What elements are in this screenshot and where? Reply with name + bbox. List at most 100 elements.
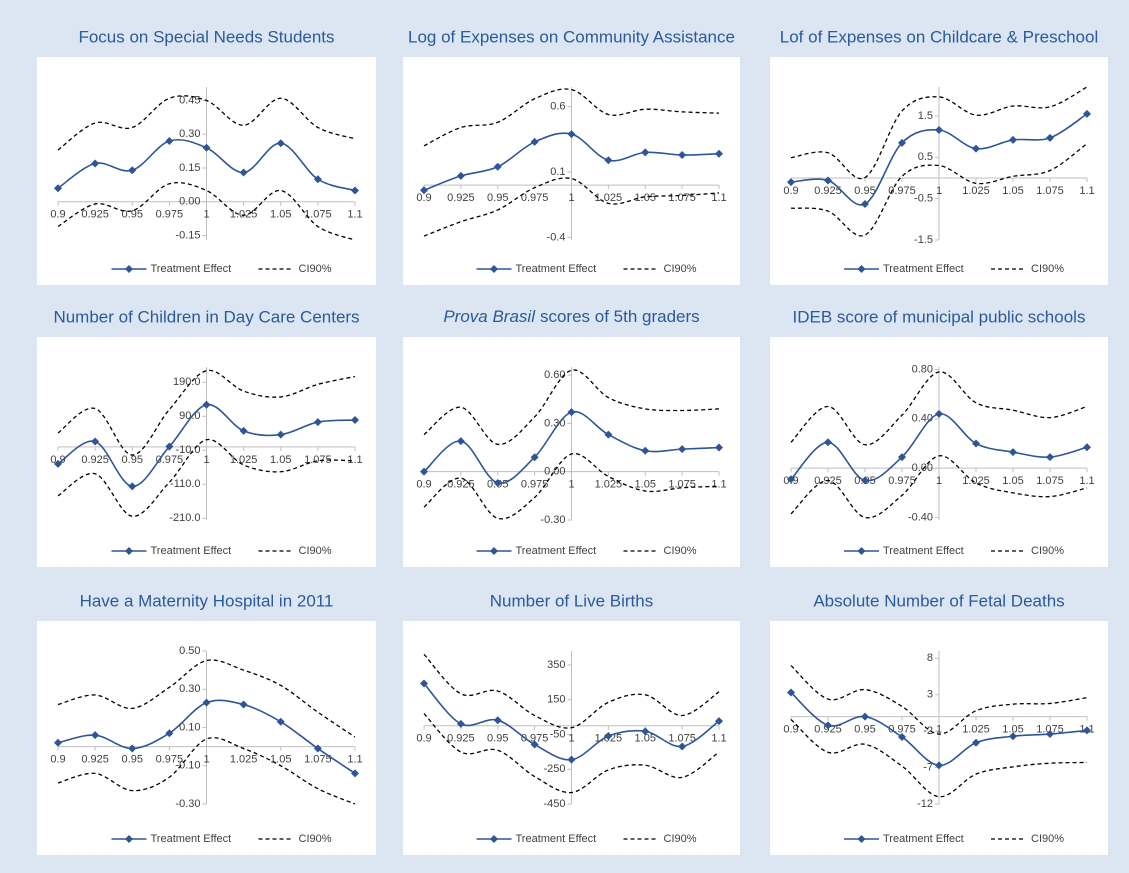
x-tick-label: 1.1 bbox=[711, 479, 726, 491]
chart-panel: Have a Maternity Hospital in 2011 0.50 0.3… bbox=[37, 591, 376, 855]
legend-marker bbox=[125, 835, 133, 843]
treatment-marker bbox=[1046, 453, 1054, 462]
x-tick-label: 0.925 bbox=[447, 192, 475, 204]
treatment-marker bbox=[641, 446, 650, 455]
y-tick-label: 0.00 bbox=[544, 466, 565, 478]
treatment-marker bbox=[715, 717, 723, 726]
treatment-marker bbox=[641, 148, 650, 157]
x-tick-label: 1.1 bbox=[1079, 185, 1094, 197]
ci-lower-line bbox=[790, 718, 1088, 798]
y-tick-label: 150 bbox=[547, 694, 565, 706]
treatment-marker bbox=[351, 186, 359, 195]
legend-label: CI90% bbox=[664, 263, 697, 275]
x-tick-label: 1.075 bbox=[1036, 475, 1064, 487]
legend-marker bbox=[857, 835, 866, 843]
treatment-marker bbox=[165, 729, 174, 738]
treatment-marker bbox=[276, 139, 285, 148]
y-tick-label: -0.40 bbox=[908, 511, 933, 523]
treatment-marker bbox=[493, 716, 502, 725]
ci-upper-line bbox=[790, 371, 1088, 446]
legend-label: Treatment Effect bbox=[516, 833, 597, 845]
x-tick-label: 1 bbox=[568, 192, 574, 204]
x-tick-label: 0.9 bbox=[416, 479, 431, 491]
x-tick-label: 1.075 bbox=[668, 733, 696, 745]
x-tick-label: 1.075 bbox=[1036, 723, 1064, 735]
treatment-marker bbox=[604, 430, 613, 439]
x-tick-label: 0.95 bbox=[122, 209, 143, 221]
chart-panel: Focus on Special Needs Students -0.15 0.00… bbox=[37, 27, 376, 285]
x-tick-label: 1.1 bbox=[347, 754, 362, 766]
x-tick-label: 1 bbox=[936, 723, 942, 735]
treatment-marker bbox=[1046, 133, 1054, 142]
x-tick-label: 1 bbox=[203, 454, 209, 466]
legend-label: CI90% bbox=[1031, 545, 1064, 557]
x-tick-label: 0.95 bbox=[487, 733, 508, 745]
treatment-marker bbox=[641, 727, 650, 736]
y-tick-label: 0.00 bbox=[179, 196, 200, 208]
y-tick-label: -0.30 bbox=[175, 798, 200, 810]
treatment-marker bbox=[239, 426, 248, 435]
x-tick-label: 0.975 bbox=[888, 185, 916, 197]
x-tick-label: 1.05 bbox=[1002, 723, 1023, 735]
treatment-marker bbox=[202, 400, 211, 409]
x-tick-label: 1.025 bbox=[962, 723, 990, 735]
x-tick-label: 0.925 bbox=[81, 754, 109, 766]
y-tick-label: 0.60 bbox=[544, 369, 565, 381]
x-tick-label: 0.975 bbox=[156, 754, 184, 766]
y-tick-label: 0.15 bbox=[179, 162, 200, 174]
y-tick-label: 350 bbox=[547, 659, 565, 671]
x-tick-label: 0.95 bbox=[487, 192, 508, 204]
chart-title: Log of Expenses on Community Assistance bbox=[408, 27, 735, 46]
x-tick-label: 1.025 bbox=[595, 479, 623, 491]
x-tick-label: 0.925 bbox=[814, 185, 842, 197]
x-tick-label: 1.075 bbox=[668, 192, 696, 204]
x-tick-label: 1.1 bbox=[347, 209, 362, 221]
chart-title: Focus on Special Needs Students bbox=[78, 27, 334, 46]
y-tick-label: 0.80 bbox=[912, 363, 933, 375]
ci-lower-line bbox=[423, 177, 720, 237]
treatment-marker bbox=[861, 712, 869, 721]
x-tick-label: 1 bbox=[936, 475, 942, 487]
x-tick-label: 1.075 bbox=[304, 754, 332, 766]
legend-label: Treatment Effect bbox=[883, 545, 964, 557]
title-part: Prova Brasil bbox=[443, 307, 536, 326]
x-tick-label: 1 bbox=[203, 209, 209, 221]
treatment-marker bbox=[128, 482, 137, 491]
treatment-marker bbox=[165, 137, 174, 145]
y-tick-label: 0.30 bbox=[179, 683, 200, 695]
legend-marker bbox=[490, 547, 498, 555]
legend-label: Treatment Effect bbox=[883, 263, 964, 275]
y-tick-label: 190.0 bbox=[173, 376, 201, 388]
x-tick-label: 0.975 bbox=[521, 733, 549, 745]
treatment-marker bbox=[165, 442, 174, 451]
x-tick-label: 0.925 bbox=[81, 454, 109, 466]
chart-panel: IDEB score of municipal public schools 0.… bbox=[770, 307, 1108, 567]
legend-label: CI90% bbox=[299, 263, 332, 275]
y-tick-label: 8 bbox=[927, 652, 933, 664]
x-tick-label: 0.9 bbox=[50, 454, 65, 466]
y-tick-label: -0.15 bbox=[175, 229, 200, 241]
y-tick-label: -110.0 bbox=[170, 478, 200, 490]
y-tick-label: -10.0 bbox=[175, 444, 200, 456]
chart-title: Number of Children in Day Care Centers bbox=[53, 307, 359, 326]
legend-label: Treatment Effect bbox=[151, 833, 232, 845]
x-tick-label: 0.9 bbox=[783, 723, 798, 735]
x-tick-label: 1.1 bbox=[347, 454, 362, 466]
x-tick-label: 1.075 bbox=[668, 479, 696, 491]
legend-label: Treatment Effect bbox=[516, 263, 597, 275]
x-tick-label: 0.95 bbox=[122, 454, 143, 466]
treatment-marker bbox=[1009, 135, 1017, 144]
treatment-marker bbox=[530, 453, 539, 462]
x-tick-label: 0.9 bbox=[416, 733, 431, 745]
y-tick-label: -0.10 bbox=[175, 760, 200, 772]
legend-label: CI90% bbox=[664, 545, 697, 557]
treatment-marker bbox=[787, 688, 795, 697]
treatment-marker bbox=[678, 151, 687, 159]
chart-panel: Absolute Number of Fetal Deaths 8 3 -2 -7 -12… bbox=[770, 591, 1108, 855]
treatment-marker bbox=[567, 408, 576, 417]
x-tick-label: 0.925 bbox=[447, 733, 475, 745]
treatment-marker bbox=[493, 478, 502, 487]
y-tick-label: 0.5 bbox=[918, 151, 933, 163]
